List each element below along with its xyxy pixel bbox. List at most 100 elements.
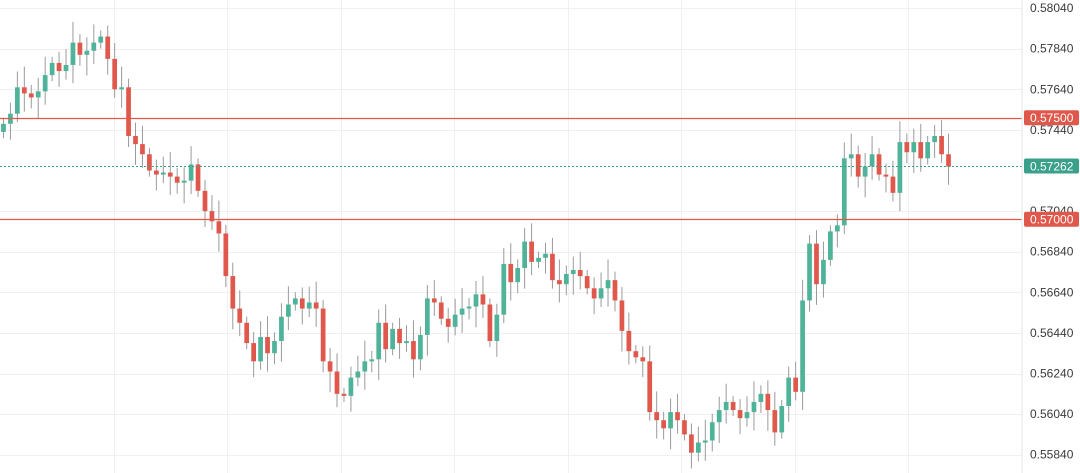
candle[interactable] [49, 56, 55, 82]
candle[interactable] [459, 287, 465, 333]
candle[interactable] [397, 317, 402, 359]
candle[interactable] [188, 146, 194, 195]
candle[interactable] [702, 419, 708, 461]
candle[interactable] [848, 133, 854, 177]
candle[interactable] [550, 237, 555, 289]
candle[interactable] [292, 292, 298, 311]
candle[interactable] [855, 145, 861, 188]
candle[interactable] [35, 77, 41, 119]
candle[interactable] [390, 322, 395, 356]
candle[interactable] [841, 142, 847, 234]
candle[interactable] [605, 259, 611, 307]
candle[interactable] [661, 411, 666, 440]
candle[interactable] [730, 395, 736, 417]
candle[interactable] [862, 153, 868, 198]
candle[interactable] [793, 361, 799, 401]
candle[interactable] [244, 316, 250, 350]
candle[interactable] [890, 160, 896, 202]
candle[interactable] [320, 300, 326, 373]
candle[interactable] [598, 272, 604, 307]
candle[interactable] [77, 34, 83, 66]
candle[interactable] [348, 366, 354, 412]
candle[interactable] [883, 163, 889, 193]
candle[interactable] [112, 43, 118, 98]
candle[interactable] [494, 303, 500, 357]
candle[interactable] [431, 280, 437, 316]
candle[interactable] [306, 286, 312, 318]
candle[interactable] [536, 251, 541, 268]
candle[interactable] [946, 133, 951, 185]
candle[interactable] [758, 385, 764, 413]
candle[interactable] [682, 414, 687, 441]
candle[interactable] [654, 391, 660, 439]
candle[interactable] [821, 241, 826, 298]
candle[interactable] [633, 345, 639, 364]
candle[interactable] [84, 37, 90, 76]
candle[interactable] [438, 296, 444, 325]
candle[interactable] [153, 159, 159, 191]
candle[interactable] [814, 230, 819, 305]
candle[interactable] [619, 287, 625, 352]
candle[interactable] [807, 235, 812, 312]
candle[interactable] [8, 102, 13, 140]
candle[interactable] [932, 125, 937, 158]
candle[interactable] [272, 332, 277, 365]
candle[interactable] [411, 320, 416, 378]
candle[interactable] [723, 383, 729, 424]
candle[interactable] [939, 120, 944, 163]
candle[interactable] [21, 66, 27, 112]
candle[interactable] [911, 128, 917, 173]
candle[interactable] [181, 167, 187, 204]
candle[interactable] [1, 117, 6, 139]
candle[interactable] [209, 195, 215, 230]
candle[interactable] [286, 286, 291, 331]
candles[interactable] [1, 21, 951, 469]
candle[interactable] [737, 399, 743, 435]
candle[interactable] [800, 279, 805, 411]
candle[interactable] [223, 224, 229, 288]
candle[interactable] [543, 242, 548, 274]
candle[interactable] [327, 347, 333, 393]
candle[interactable] [369, 350, 375, 373]
candle[interactable] [647, 345, 653, 421]
candle[interactable] [265, 316, 270, 372]
candle[interactable] [640, 346, 646, 378]
candle[interactable] [480, 276, 486, 318]
candle[interactable] [160, 156, 166, 184]
candle[interactable] [591, 277, 597, 315]
candle[interactable] [147, 148, 152, 177]
candle[interactable] [42, 56, 48, 105]
candle[interactable] [751, 381, 757, 431]
candle[interactable] [689, 423, 694, 469]
candle[interactable] [772, 391, 778, 446]
candle[interactable] [251, 332, 256, 378]
candle[interactable] [376, 309, 382, 381]
candle[interactable] [501, 248, 507, 324]
candle[interactable] [508, 243, 514, 301]
candle[interactable] [299, 287, 305, 325]
candle[interactable] [577, 251, 583, 290]
candle[interactable] [140, 125, 145, 168]
candle[interactable] [522, 228, 528, 289]
candle[interactable] [126, 78, 131, 147]
candle[interactable] [584, 269, 590, 295]
candle[interactable] [452, 298, 458, 336]
candle[interactable] [341, 387, 347, 402]
candle[interactable] [383, 304, 389, 363]
candle[interactable] [313, 281, 319, 327]
candle[interactable] [445, 307, 451, 343]
candle[interactable] [675, 393, 680, 434]
candle[interactable] [362, 340, 368, 390]
candle[interactable] [466, 298, 472, 320]
candle[interactable] [91, 24, 97, 65]
candle[interactable] [626, 312, 632, 365]
candle[interactable] [696, 426, 701, 462]
candle[interactable] [709, 413, 715, 452]
candle[interactable] [779, 399, 785, 439]
candle[interactable] [487, 298, 493, 348]
candle[interactable] [786, 366, 792, 422]
candle[interactable] [230, 262, 236, 330]
candle[interactable] [563, 265, 569, 296]
candle[interactable] [63, 49, 69, 80]
